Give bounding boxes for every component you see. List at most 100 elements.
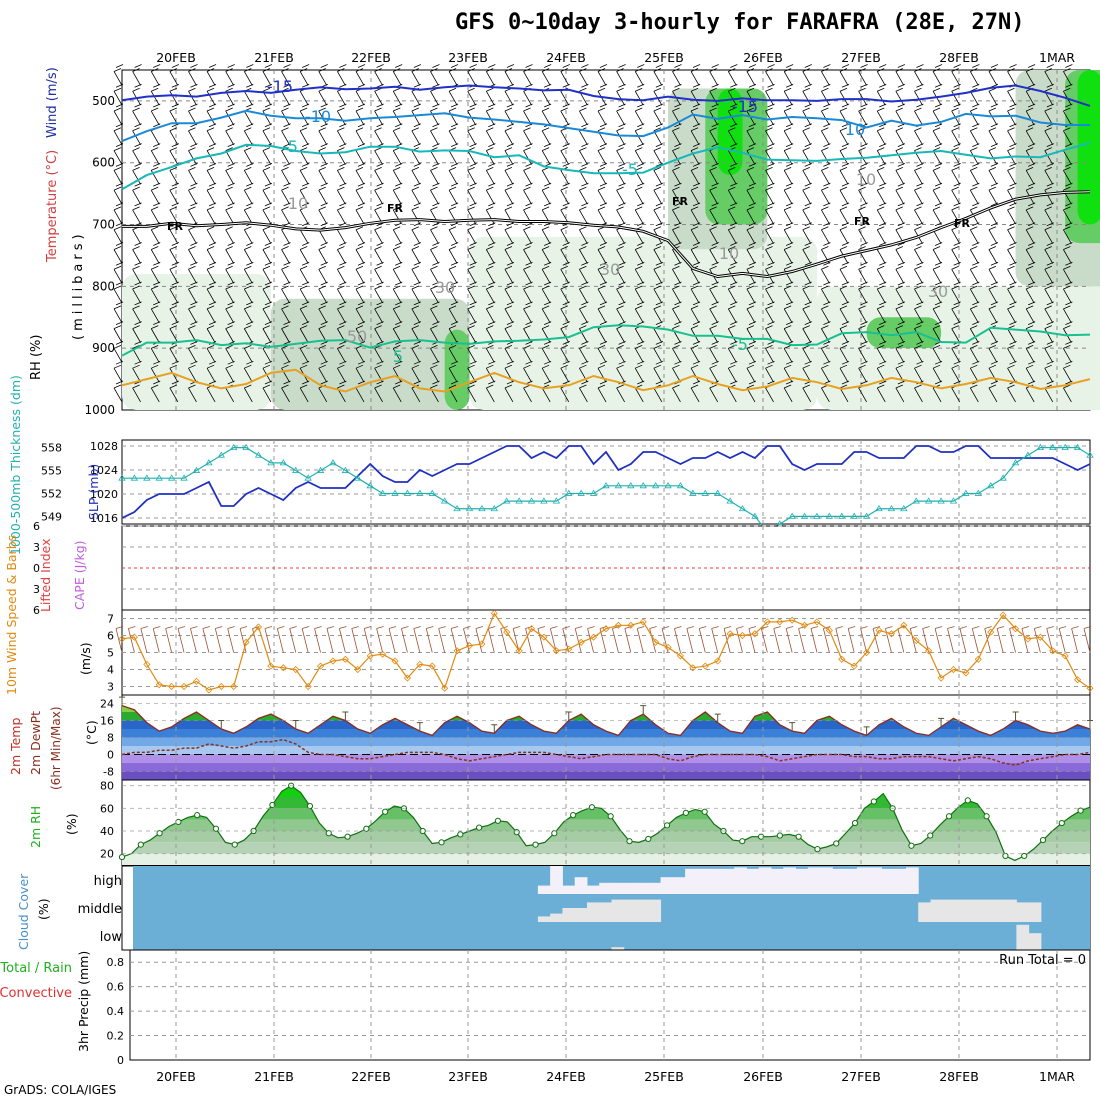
wind10-marker xyxy=(540,633,548,641)
wind10-marker xyxy=(267,662,275,670)
thickness-marker xyxy=(217,451,225,458)
wind-barb xyxy=(113,321,124,343)
wind-barb xyxy=(206,261,217,284)
wind10-barb xyxy=(338,626,347,653)
wind-barb xyxy=(597,103,608,126)
contour-label: 30 xyxy=(928,282,948,301)
wind-barb xyxy=(634,143,645,165)
wind-barb xyxy=(727,103,738,126)
thickness-marker xyxy=(130,474,139,481)
wind10-marker xyxy=(813,618,821,626)
wind-barb xyxy=(150,242,161,264)
wind10-barb xyxy=(661,626,670,653)
wind-barb xyxy=(988,182,999,205)
wind-barb xyxy=(299,380,310,403)
wind10-barb xyxy=(376,626,384,653)
wind-barb xyxy=(727,182,738,205)
wind-barb xyxy=(262,242,273,264)
wind-barb xyxy=(765,123,775,145)
temp-tick: 8 xyxy=(107,732,114,745)
wind-barb xyxy=(932,321,943,343)
max-temp-marker xyxy=(1012,711,1019,721)
rh-marker xyxy=(457,831,464,838)
wind-barb xyxy=(337,182,347,205)
wind10-marker xyxy=(676,652,685,660)
wind-barb xyxy=(690,380,701,403)
wind10-unit-label: (m/s) xyxy=(78,642,93,675)
wind10-barb xyxy=(1033,626,1042,653)
wind-barb xyxy=(337,123,347,145)
wind-barb xyxy=(783,143,794,165)
cloud-block xyxy=(636,882,649,894)
wind-barb xyxy=(727,242,738,264)
wind-barb xyxy=(746,321,757,343)
wind-barb xyxy=(783,380,794,403)
wind10-marker xyxy=(192,677,201,685)
wind-barb xyxy=(672,281,682,304)
thickness-marker xyxy=(788,512,796,519)
thickness-marker xyxy=(627,482,635,489)
cloud-block xyxy=(611,899,625,922)
wind-barb xyxy=(951,182,961,205)
cloud-block xyxy=(636,899,649,922)
wind-barb xyxy=(150,360,161,383)
wind-barb xyxy=(597,83,608,106)
thickness-marker xyxy=(267,459,275,466)
wind-barb xyxy=(932,261,943,284)
wind-barb xyxy=(374,301,384,324)
wind-barb xyxy=(1063,162,1073,185)
wind-barb xyxy=(579,242,589,264)
rh-marker xyxy=(870,798,877,805)
wind-barb xyxy=(690,242,701,264)
wind-barb xyxy=(355,123,366,145)
max-temp-marker xyxy=(863,726,870,736)
temp-contour-minus5 xyxy=(121,141,1091,191)
date-label-top: 24FEB xyxy=(546,50,586,65)
wind-barb xyxy=(895,64,906,86)
wind-barb xyxy=(839,301,850,324)
wind-barb xyxy=(225,103,235,126)
wind-barb xyxy=(988,301,999,324)
wind-barb xyxy=(821,281,831,304)
cloud-block xyxy=(758,867,772,894)
wind-barb xyxy=(876,281,887,304)
wind-barb xyxy=(969,341,980,363)
wind10-marker xyxy=(316,662,325,670)
wind-barb xyxy=(783,123,794,145)
contour-label: 30 xyxy=(600,260,620,279)
wind-barb xyxy=(616,202,626,225)
date-label-bottom: 22FEB xyxy=(351,1069,391,1084)
wind-barb xyxy=(467,281,477,304)
wind10-marker xyxy=(416,660,424,668)
temp-band xyxy=(122,763,1090,772)
wind-barb xyxy=(243,64,254,86)
wind-barb xyxy=(467,182,477,205)
wind10-marker xyxy=(701,662,709,670)
wind-barb xyxy=(802,222,812,244)
cloud-unit-label: (%) xyxy=(36,898,51,920)
wind-barb xyxy=(653,64,664,86)
wind-barb xyxy=(206,162,217,185)
date-label-top: 26FEB xyxy=(743,50,783,65)
wind-barb xyxy=(597,182,608,205)
wind-barb xyxy=(821,261,831,284)
cloud-block xyxy=(599,902,612,922)
wind-barb xyxy=(485,182,496,205)
wind-barb xyxy=(467,64,477,86)
wind-barb xyxy=(132,202,142,225)
wind-barb xyxy=(523,143,533,165)
wind-barb xyxy=(262,123,273,145)
wind-barb xyxy=(113,222,124,244)
wind-barb xyxy=(932,83,943,106)
wind-barb xyxy=(281,162,291,185)
contour-label: -5 xyxy=(282,137,298,156)
wind10-marker xyxy=(602,625,610,633)
wind-barb xyxy=(504,143,515,165)
wind10-axis-label: 10m Wind Speed & Barbs xyxy=(4,535,19,695)
wind-barb xyxy=(783,321,794,343)
wind-barb xyxy=(653,143,664,165)
date-label-top: 23FEB xyxy=(448,50,488,65)
wind-barb xyxy=(355,261,366,284)
wind-barb xyxy=(541,261,552,284)
wind-barb xyxy=(709,64,719,86)
